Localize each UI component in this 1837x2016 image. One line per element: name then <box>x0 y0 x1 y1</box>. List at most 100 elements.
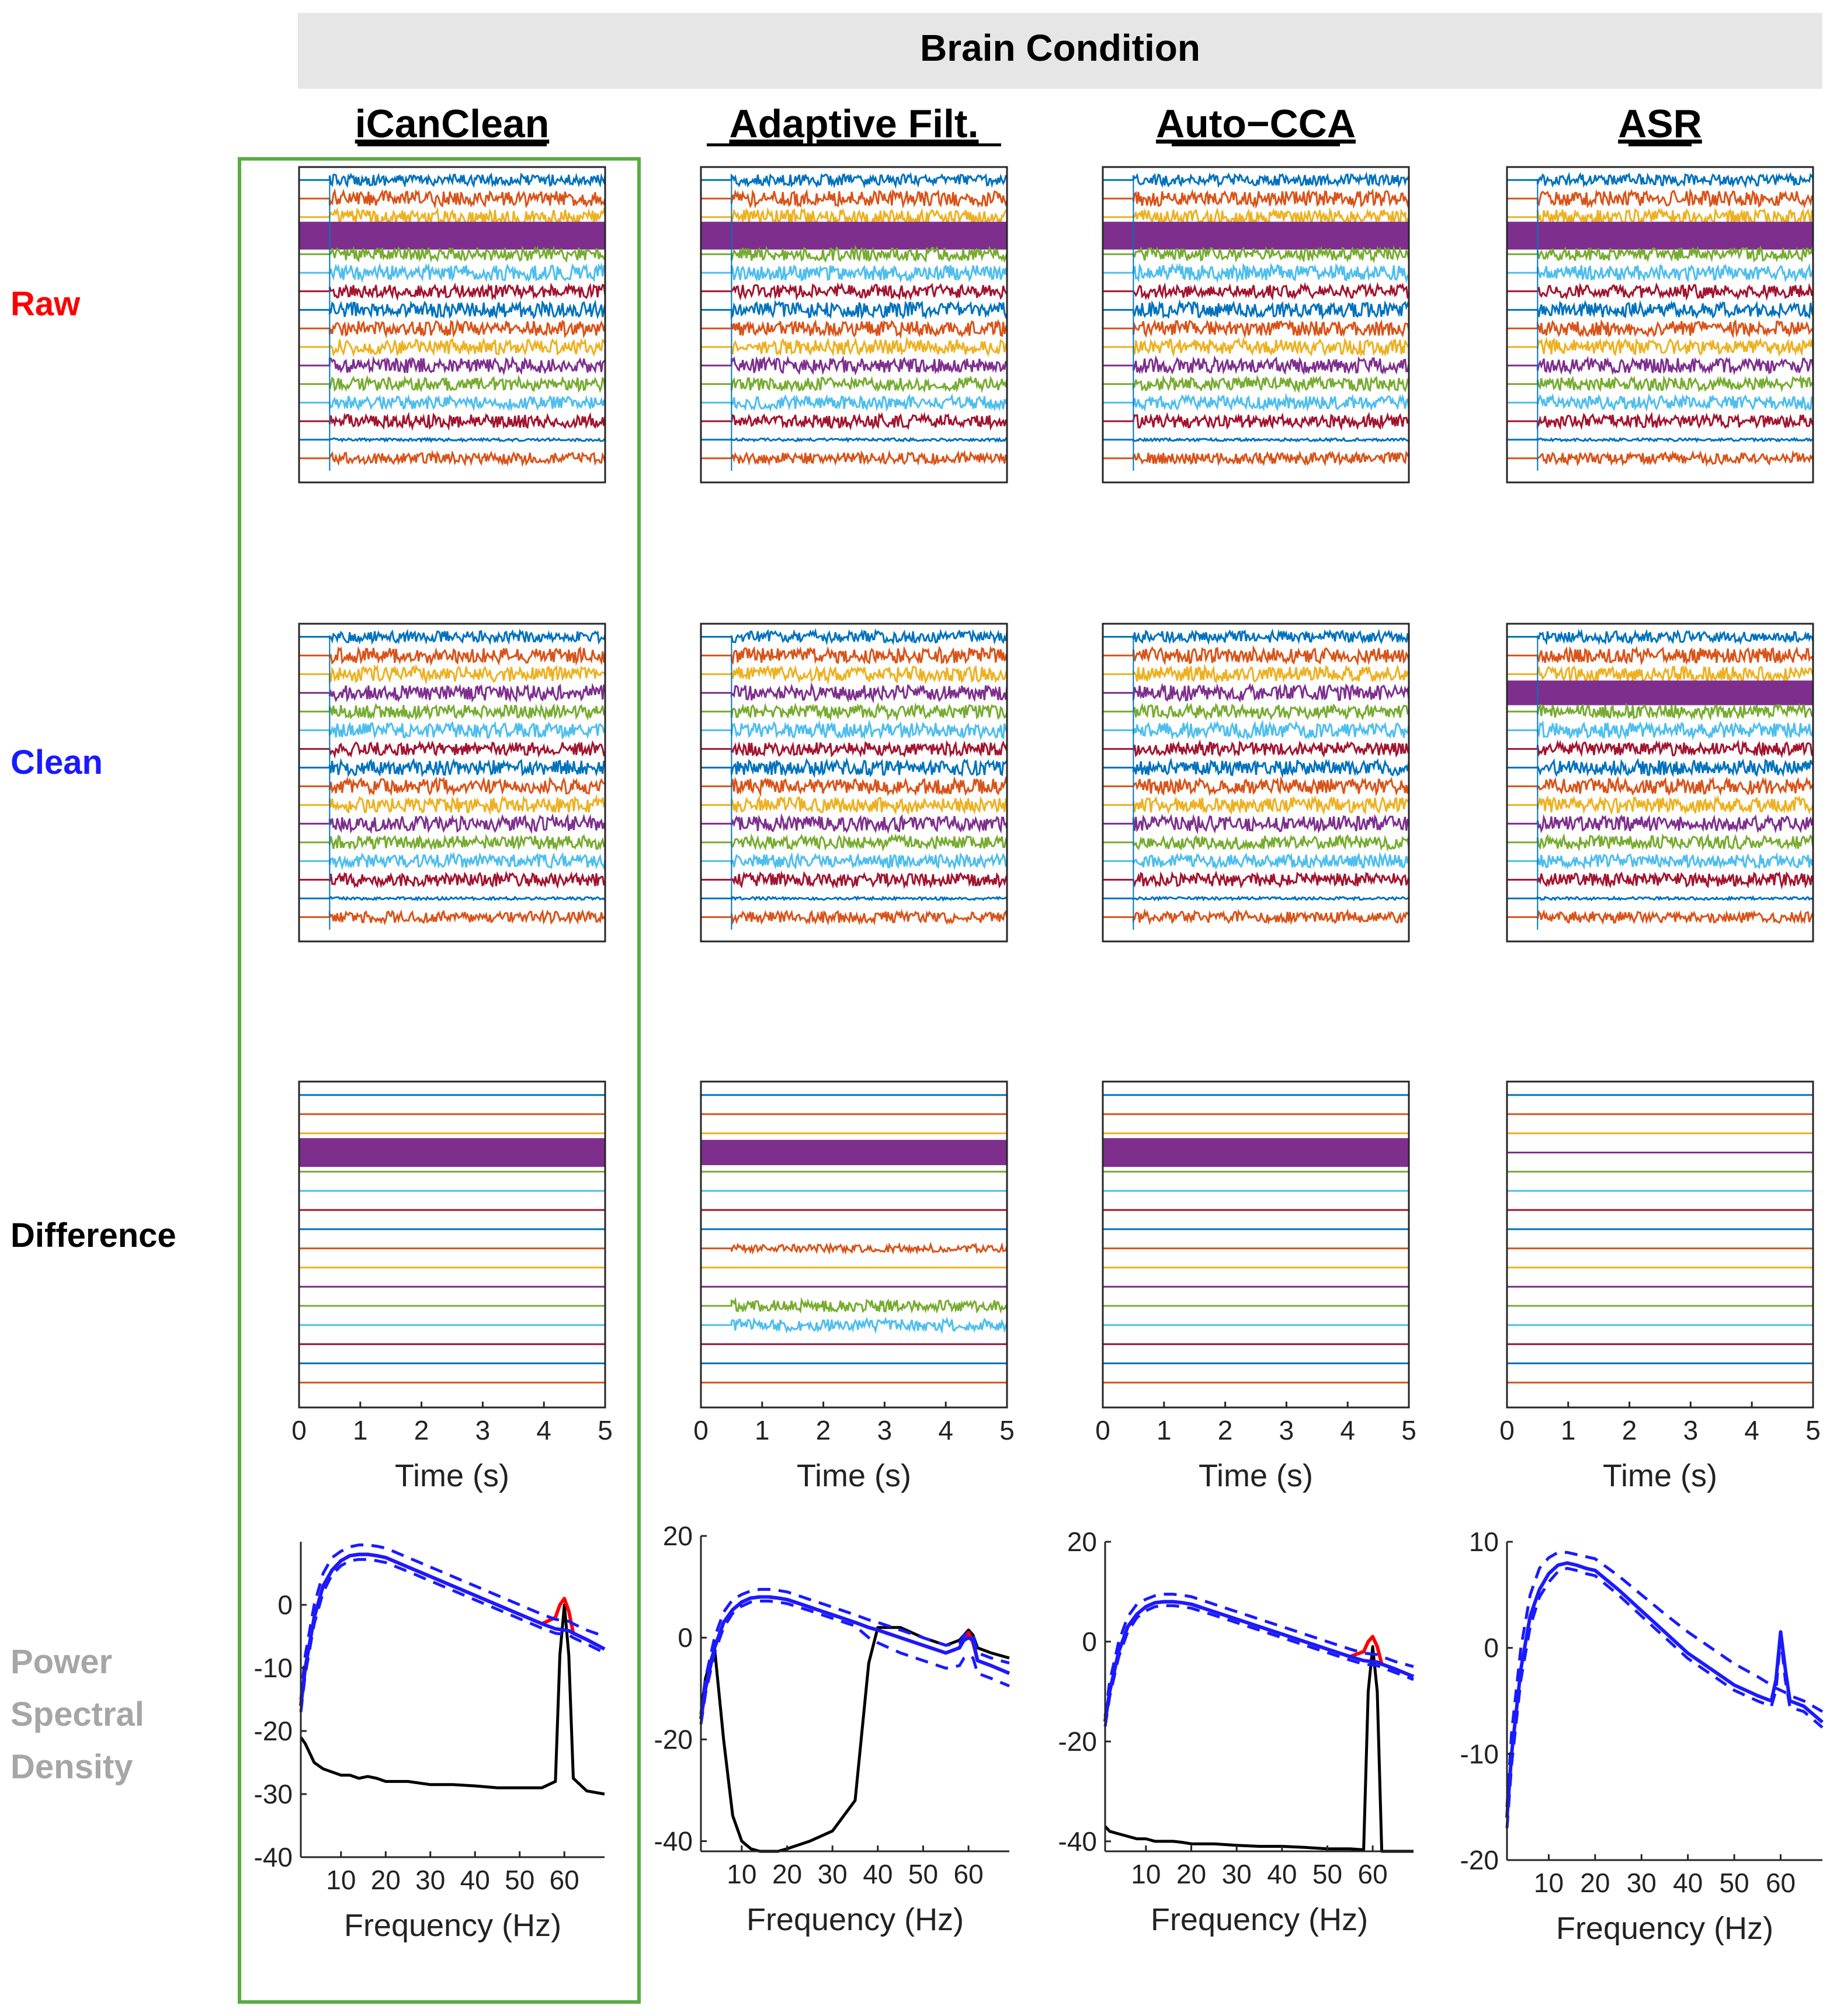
x-tick-label: 60 <box>550 1865 579 1895</box>
x-tick-label: 2 <box>1218 1415 1233 1445</box>
channel-trace <box>1103 281 1409 301</box>
axes-frame <box>298 623 606 943</box>
y-tick-label: 10 <box>1469 1527 1499 1557</box>
channel-trace <box>1103 262 1410 283</box>
panel-auto-cca-raw <box>1102 166 1410 484</box>
channel-trace <box>299 740 606 759</box>
channel-trace <box>701 795 1008 815</box>
channel-trace <box>299 221 605 250</box>
channel-trace <box>701 740 1008 758</box>
x-tick-label: 0 <box>1499 1415 1515 1445</box>
y-tick-label: 20 <box>663 1521 693 1551</box>
panel-auto-cca-clean <box>1102 623 1410 943</box>
psd-clean-lower-line <box>1505 1566 1824 1829</box>
y-tick-label: -20 <box>1460 1845 1499 1875</box>
row-label-difference: Difference <box>11 1216 176 1254</box>
channel-trace <box>1507 757 1814 777</box>
channel-trace <box>1507 221 1813 250</box>
panel-asr-clean <box>1506 623 1814 943</box>
x-tick-label: 60 <box>1766 1868 1796 1898</box>
channel-trace <box>1103 870 1410 889</box>
x-tick-label: 0 <box>291 1415 307 1445</box>
column-title-asr: ASR <box>1618 102 1702 146</box>
channel-trace <box>1103 436 1409 443</box>
channel-trace <box>1103 895 1409 902</box>
header-banner-background <box>298 13 1822 89</box>
row-label-psd-power: Power <box>11 1643 112 1681</box>
x-axis-label: Time (s) <box>1199 1458 1313 1493</box>
channel-trace <box>1103 814 1410 835</box>
channel-trace <box>1103 171 1410 188</box>
x-tick-label: 2 <box>414 1415 429 1445</box>
x-tick-label: 30 <box>1627 1868 1657 1898</box>
channel-trace <box>299 299 606 320</box>
axes-frame <box>700 623 1008 943</box>
x-tick-label: 20 <box>772 1859 802 1889</box>
panels: 0 1 2 3 4 5 Time (s) 0 1 2 3 4 5 Time (s) 0 1 2 3 4 5 Time (… <box>254 166 1824 1946</box>
channel-trace <box>701 665 1008 685</box>
psd-clean-lower-line <box>699 1600 1010 1725</box>
channel-trace <box>299 794 606 816</box>
panel-auto-cca-psd: 10 20 30 40 50 60 -40 -20 0 20 Frequency (Hz) <box>1058 1527 1415 1937</box>
channel-trace <box>1103 1138 1409 1167</box>
x-tick-label: 3 <box>1683 1415 1699 1445</box>
x-tick-label: 3 <box>475 1415 491 1445</box>
y-tick-label: 0 <box>1082 1626 1097 1657</box>
x-tick-label: 4 <box>938 1415 953 1445</box>
axes-frame <box>1102 1080 1410 1409</box>
channel-trace <box>701 1297 1008 1314</box>
channel-trace <box>299 628 606 646</box>
x-axis-label: Frequency (Hz) <box>746 1902 964 1937</box>
channel-trace <box>299 337 606 357</box>
x-tick-label: 60 <box>954 1859 984 1889</box>
channel-trace <box>701 813 1008 835</box>
column-title-adaptive-filt: Adaptive Filt. <box>730 102 979 146</box>
channel-trace <box>701 870 1008 889</box>
channel-trace <box>701 221 1007 250</box>
channel-trace <box>299 833 606 851</box>
channel-trace <box>701 393 1008 412</box>
y-tick-label: -10 <box>1460 1739 1499 1769</box>
x-tick-label: 10 <box>727 1859 756 1889</box>
channel-trace <box>701 682 1008 704</box>
channel-trace <box>1103 392 1410 412</box>
channel-trace <box>701 319 1008 339</box>
y-tick-label: -40 <box>254 1842 293 1872</box>
x-tick-label: 4 <box>1340 1415 1355 1445</box>
column-title-icanclean: iCanClean <box>355 102 550 146</box>
channel-trace <box>1103 628 1410 645</box>
channel-trace <box>1507 851 1814 870</box>
channel-trace <box>299 172 606 189</box>
panel-asr-raw <box>1506 166 1814 484</box>
x-tick-label: 50 <box>1720 1868 1749 1898</box>
x-tick-label: 60 <box>1358 1859 1388 1889</box>
column-title-auto-cca: Auto−CCA <box>1156 102 1356 146</box>
psd-clean-lower-line <box>1103 1604 1414 1727</box>
x-axis-label: Time (s) <box>1603 1458 1717 1493</box>
channel-trace <box>1507 172 1814 189</box>
x-tick-label: 20 <box>1580 1868 1610 1898</box>
channel-trace <box>299 776 606 797</box>
channel-trace <box>1507 262 1814 283</box>
psd-clean-upper-line <box>1505 1551 1824 1808</box>
x-axis-label: Time (s) <box>395 1458 509 1493</box>
psd-clean-line <box>1505 1561 1824 1818</box>
y-tick-label: 0 <box>1484 1633 1499 1663</box>
channel-trace <box>701 172 1008 189</box>
channel-trace <box>1507 300 1814 319</box>
channel-trace <box>701 436 1008 443</box>
row-label-psd-density: Density <box>11 1748 133 1786</box>
x-tick-label: 20 <box>1176 1859 1206 1889</box>
axes-frame <box>1506 1080 1814 1409</box>
channel-trace <box>1103 795 1410 815</box>
x-tick-label: 5 <box>999 1415 1015 1445</box>
panel-auto-cca-difference: 0 1 2 3 4 5 Time (s) <box>1095 1080 1416 1493</box>
header-banner: Brain Condition <box>298 13 1822 89</box>
psd-clean-line <box>1103 1600 1415 1722</box>
x-tick-label: 10 <box>1131 1859 1161 1889</box>
channel-trace <box>299 646 606 666</box>
channel-trace <box>1507 356 1814 376</box>
channel-trace <box>701 702 1008 722</box>
y-tick-label: -40 <box>654 1826 693 1857</box>
